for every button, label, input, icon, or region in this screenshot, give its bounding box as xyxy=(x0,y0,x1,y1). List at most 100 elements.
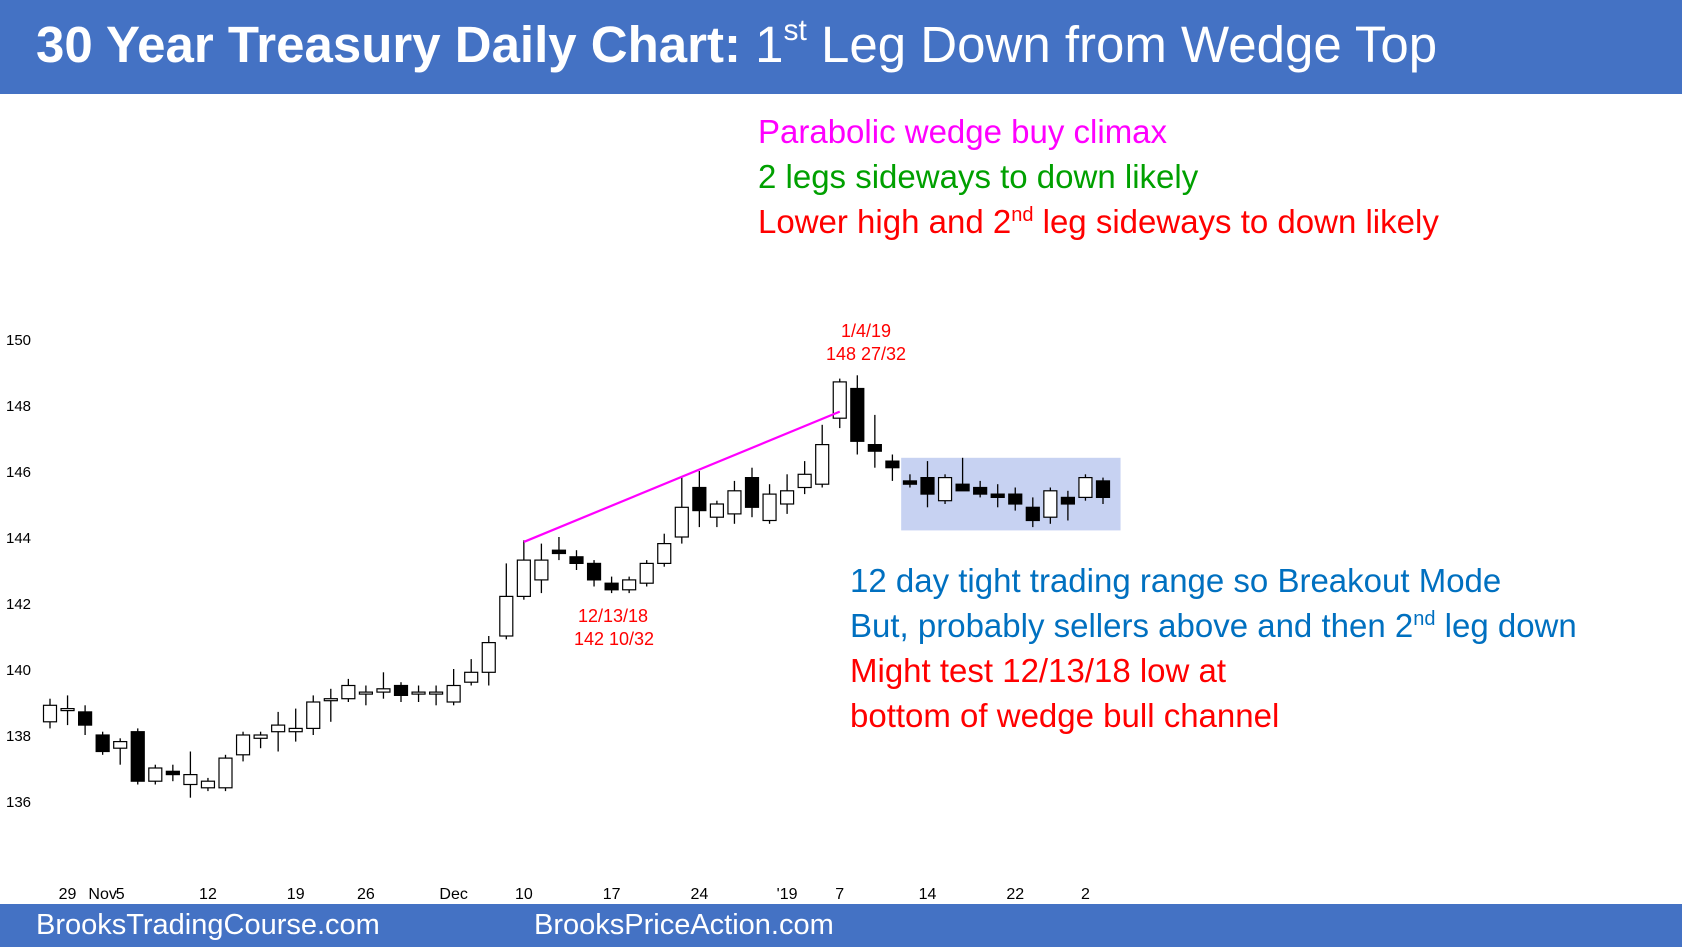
candle-body-bear xyxy=(692,486,707,512)
candle xyxy=(674,477,689,544)
candle xyxy=(218,754,233,792)
x-tick-label: 19 xyxy=(287,886,305,903)
candle xyxy=(779,474,795,514)
candle xyxy=(692,471,707,528)
lower-high-pre: Lower high and 2 xyxy=(758,203,1012,240)
candle xyxy=(130,728,145,785)
lower-high-post: leg sideways to down likely xyxy=(1033,203,1439,240)
chart-title: 30 Year Treasury Daily Chart: 1st Leg Do… xyxy=(36,14,1437,75)
y-tick-label: 138 xyxy=(6,728,31,745)
candle-body-bull xyxy=(323,698,338,702)
candle-body-bear xyxy=(1060,496,1076,505)
x-tick-label: 10 xyxy=(515,886,533,903)
x-tick-label: 2 xyxy=(1081,886,1090,903)
candle-body-bull xyxy=(218,757,233,789)
candle xyxy=(77,705,93,735)
candle-body-bull xyxy=(306,701,321,729)
candle-body-bear xyxy=(850,387,865,442)
candle xyxy=(762,484,777,524)
candle-body-bull xyxy=(534,559,549,581)
candle-body-bull xyxy=(832,381,847,419)
x-tick-label: 29 xyxy=(59,886,77,903)
candle xyxy=(990,484,1005,508)
candle-body-bull xyxy=(779,490,795,505)
x-tick-label: 24 xyxy=(690,886,708,903)
candle-body-bear xyxy=(867,444,882,452)
footer-left-link[interactable]: BrooksTradingCourse.com xyxy=(36,909,380,941)
candle-body-bull xyxy=(762,493,777,522)
candle xyxy=(569,550,584,570)
candle xyxy=(306,695,321,735)
candle-body-bull xyxy=(271,724,286,733)
title-post: Leg Down from Wedge Top xyxy=(806,16,1438,73)
candle xyxy=(885,454,900,481)
x-tick-label: '19 xyxy=(777,886,798,903)
candle xyxy=(937,474,953,504)
candle-body-bull xyxy=(411,691,426,695)
candle-body-bear xyxy=(1025,506,1040,522)
candle-body-bear xyxy=(920,477,935,495)
candle-body-bull xyxy=(148,767,163,782)
candle xyxy=(183,751,198,798)
candle-body-bull xyxy=(516,559,531,597)
footer-right-link[interactable]: BrooksPriceAction.com xyxy=(534,909,834,941)
y-tick-label: 144 xyxy=(6,530,31,547)
candle-body-bull xyxy=(464,671,479,683)
candle-body-bull xyxy=(341,684,356,700)
candle-body-bull xyxy=(709,503,725,518)
y-tick-label: 146 xyxy=(6,464,31,481)
high-price-label: 148 27/32 xyxy=(825,344,907,364)
candle-body-bull xyxy=(815,444,830,485)
candle-body-bear xyxy=(990,493,1005,499)
candle xyxy=(323,688,338,722)
sellers-post: leg down xyxy=(1435,607,1577,644)
candle xyxy=(586,560,602,587)
title-bold: 30 Year Treasury Daily Chart: xyxy=(36,16,741,73)
y-tick-label: 142 xyxy=(6,596,31,613)
candle xyxy=(60,695,75,726)
candle-body-bear xyxy=(902,480,918,485)
candle xyxy=(973,480,988,498)
y-tick-label: 140 xyxy=(6,662,31,679)
candle xyxy=(42,698,58,729)
candle-body-bull xyxy=(674,506,689,538)
candle xyxy=(411,685,426,702)
range-note: 12 day tight trading range so Breakout M… xyxy=(850,562,1502,599)
test-note-line1: Might test 12/13/18 low at xyxy=(850,652,1227,689)
candle-body-bear xyxy=(955,483,970,492)
candle-body-bull xyxy=(499,595,514,637)
candle xyxy=(850,375,865,455)
y-tick-label: 148 xyxy=(6,398,31,415)
candle-body-bear xyxy=(1008,493,1023,505)
candle-body-bull xyxy=(727,490,742,515)
high-date-label: 1/4/19 xyxy=(840,321,892,341)
candle xyxy=(429,685,444,706)
low-price-label: 142 10/32 xyxy=(573,629,655,649)
candle-body-bear xyxy=(744,477,760,508)
candle-body-bull xyxy=(797,473,812,489)
two-legs-note: 2 legs sideways to down likely xyxy=(758,158,1199,195)
low-date-label: 12/13/18 xyxy=(577,606,649,626)
footer-bar: BrooksTradingCourse.com BrooksPriceActio… xyxy=(0,904,1682,947)
candle xyxy=(797,461,812,495)
candle xyxy=(271,711,286,752)
candle xyxy=(727,480,742,524)
x-tick-label: Nov xyxy=(88,886,116,903)
candle xyxy=(1060,490,1076,521)
title-sup: st xyxy=(783,14,807,47)
y-tick-label: 136 xyxy=(6,794,31,811)
candle-body-bull xyxy=(376,688,391,693)
candle-body-bull xyxy=(235,734,251,756)
candle-body-bull xyxy=(1043,490,1058,518)
x-tick-label: 17 xyxy=(603,886,621,903)
candle xyxy=(393,682,409,702)
candle xyxy=(253,731,268,749)
lower-high-sup: nd xyxy=(1011,204,1034,226)
candle xyxy=(200,777,216,792)
x-tick-label: 7 xyxy=(835,886,844,903)
candle-body-bull xyxy=(358,691,373,695)
x-tick-label: 12 xyxy=(199,886,217,903)
x-tick-label: 14 xyxy=(919,886,937,903)
candle-body-bull xyxy=(446,684,461,703)
